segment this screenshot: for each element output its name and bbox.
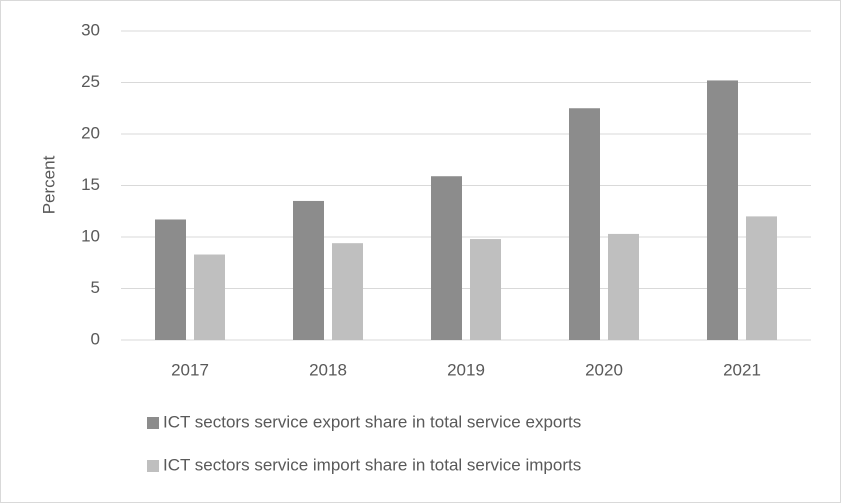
y-tick-label: 10	[81, 226, 100, 245]
x-tick-label: 2018	[309, 360, 347, 379]
x-tick-label: 2021	[723, 360, 761, 379]
y-tick-label: 5	[91, 278, 100, 297]
x-tick-label: 2017	[171, 360, 209, 379]
bar	[707, 80, 738, 340]
y-tick-label: 15	[81, 175, 100, 194]
bar	[431, 176, 462, 340]
bar	[332, 243, 363, 340]
x-tick-label: 2020	[585, 360, 623, 379]
bar	[569, 108, 600, 340]
bar	[746, 216, 777, 340]
legend-swatch	[147, 460, 159, 472]
bar	[293, 200, 324, 340]
legend-swatch	[147, 417, 159, 429]
y-axis-label: Percent	[39, 155, 58, 214]
x-tick-label: 2019	[447, 360, 485, 379]
bar	[194, 254, 225, 340]
y-tick-label: 25	[81, 72, 100, 91]
y-tick-label: 0	[91, 329, 100, 348]
y-tick-label: 30	[81, 20, 100, 39]
bar	[470, 239, 501, 340]
bar	[608, 233, 639, 340]
y-tick-label: 20	[81, 123, 100, 142]
legend-label: ICT sectors service import share in tota…	[163, 455, 581, 474]
bar	[155, 219, 186, 340]
legend-label: ICT sectors service export share in tota…	[163, 412, 581, 431]
